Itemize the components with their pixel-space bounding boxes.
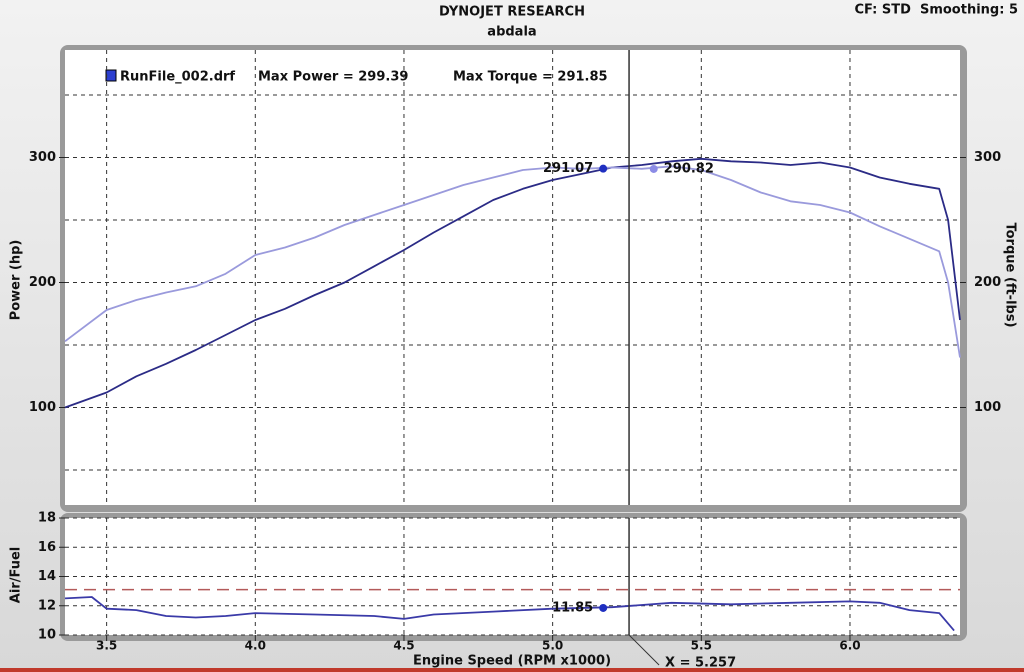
x-axis-label: Engine Speed (RPM x1000) bbox=[413, 654, 611, 669]
chart-title: DYNOJET RESEARCH bbox=[439, 5, 585, 20]
y2-tick-label: 100 bbox=[974, 400, 1001, 415]
x-tick-label: 3.5 bbox=[96, 639, 117, 653]
header-info: CF: STD Smoothing: 5 bbox=[854, 3, 1018, 18]
readout-dot bbox=[649, 164, 658, 173]
series-line bbox=[64, 596, 955, 632]
y-tick-label: 200 bbox=[29, 275, 56, 290]
y-axis-label: Power (hp) bbox=[9, 240, 24, 321]
y-tick-label: 12 bbox=[38, 598, 56, 613]
bottom-strip bbox=[0, 668, 1024, 672]
readout-label: 290.82 bbox=[664, 161, 714, 176]
y-axis-label: Air/Fuel bbox=[9, 547, 24, 603]
y2-axis-label: Torque (ft-lbs) bbox=[1003, 222, 1018, 327]
cursor-label: X = 5.257 bbox=[665, 656, 736, 671]
x-tick-label: 6.0 bbox=[839, 639, 860, 653]
x-tick-label: 5.5 bbox=[691, 639, 712, 653]
y-tick-label: 10 bbox=[38, 628, 56, 643]
readout-dot bbox=[599, 164, 608, 173]
legend-max-torque: Max Torque = 291.85 bbox=[453, 70, 608, 85]
y-tick-label: 300 bbox=[29, 150, 56, 165]
y-tick-label: 16 bbox=[38, 540, 56, 555]
legend-file: RunFile_002.drf bbox=[120, 70, 235, 85]
y-tick-label: 14 bbox=[38, 569, 56, 584]
y-tick-label: 100 bbox=[29, 400, 56, 415]
readout-dot bbox=[599, 603, 608, 612]
x-tick-label: 4.5 bbox=[393, 639, 414, 653]
x-tick-label: 4.0 bbox=[245, 639, 266, 653]
cursor-pointer bbox=[628, 634, 660, 666]
readout-label: 11.85 bbox=[552, 600, 593, 615]
legend-max-power: Max Power = 299.39 bbox=[258, 70, 408, 85]
legend-swatch bbox=[105, 69, 117, 82]
series-line bbox=[64, 165, 961, 358]
readout-label: 291.07 bbox=[543, 161, 593, 176]
y2-tick-label: 300 bbox=[974, 150, 1001, 165]
series-line bbox=[64, 157, 961, 409]
x-tick-label: 5.0 bbox=[542, 639, 563, 653]
y2-tick-label: 200 bbox=[974, 275, 1001, 290]
y-tick-label: 18 bbox=[38, 511, 56, 526]
plot-area bbox=[65, 50, 960, 505]
chart-subtitle: abdala bbox=[487, 25, 536, 40]
